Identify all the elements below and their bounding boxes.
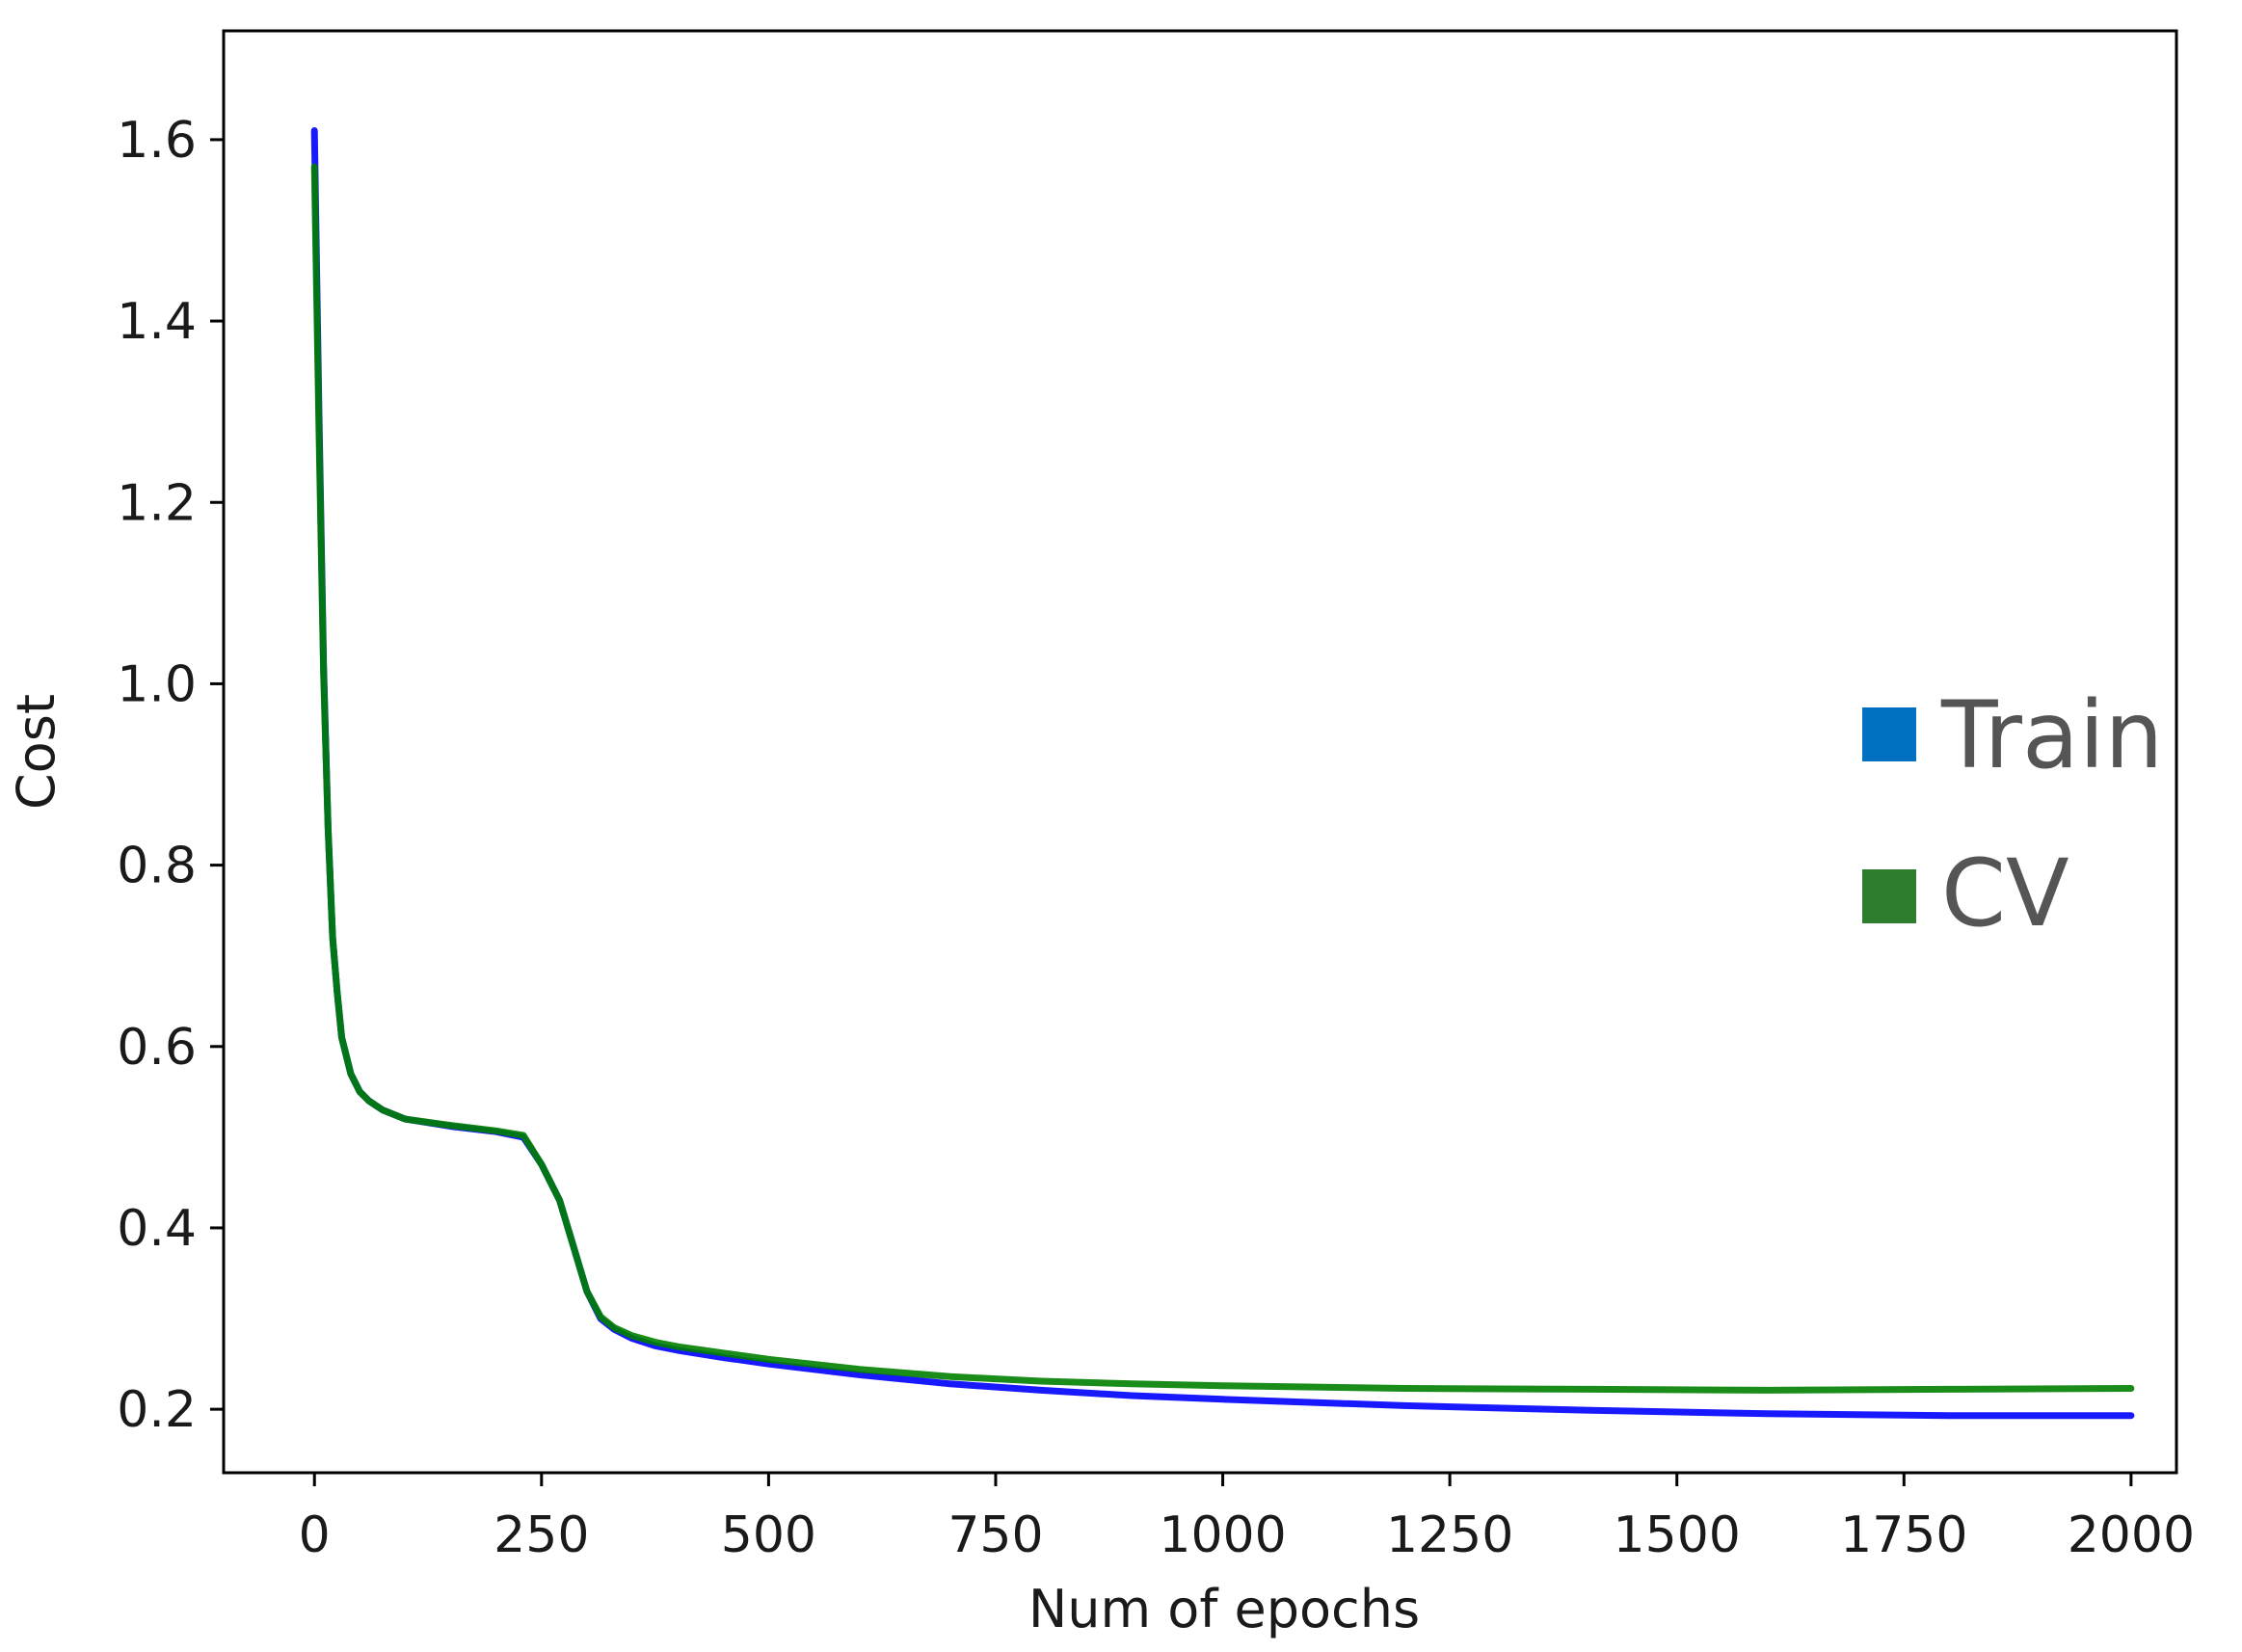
x-tick-label: 750 bbox=[948, 1506, 1043, 1564]
x-tick-label: 1250 bbox=[1386, 1506, 1513, 1564]
x-tick-label: 250 bbox=[494, 1506, 589, 1564]
y-tick-label: 1.6 bbox=[117, 112, 197, 170]
legend-label-cv: CV bbox=[1941, 839, 2069, 947]
y-tick-label: 0.4 bbox=[117, 1200, 197, 1258]
x-tick-label: 1750 bbox=[1840, 1506, 1967, 1564]
x-axis-label: Num of epochs bbox=[1028, 1579, 1420, 1639]
series-layer bbox=[310, 127, 2135, 1420]
legend: Train CV bbox=[1862, 681, 2163, 947]
x-tick-label: 0 bbox=[299, 1506, 331, 1564]
y-tick-label: 0.6 bbox=[117, 1019, 197, 1077]
series-line-cv bbox=[310, 163, 2135, 1394]
x-tick-label: 1000 bbox=[1159, 1506, 1286, 1564]
x-tick-label: 500 bbox=[721, 1506, 816, 1564]
y-axis-ticks: 0.2 0.4 0.6 0.8 1.0 1.2 1.4 1.6 bbox=[117, 112, 224, 1439]
y-tick-label: 0.8 bbox=[117, 838, 197, 895]
series-line-train bbox=[310, 127, 2135, 1420]
y-tick-label: 1.2 bbox=[117, 474, 197, 532]
y-axis-label: Cost bbox=[6, 694, 67, 810]
x-axis-ticks: 0 250 500 750 1000 1250 1500 1750 2000 bbox=[299, 1473, 2195, 1564]
legend-swatch-train bbox=[1862, 707, 1916, 761]
y-tick-label: 1.4 bbox=[117, 293, 197, 351]
x-tick-label: 1500 bbox=[1614, 1506, 1741, 1564]
plot-frame bbox=[222, 29, 2178, 1475]
y-tick-label: 1.0 bbox=[117, 655, 197, 713]
legend-label-train: Train bbox=[1940, 681, 2163, 789]
y-tick-label: 0.2 bbox=[117, 1381, 197, 1439]
legend-swatch-cv bbox=[1862, 869, 1916, 923]
x-tick-label: 2000 bbox=[2068, 1506, 2195, 1564]
